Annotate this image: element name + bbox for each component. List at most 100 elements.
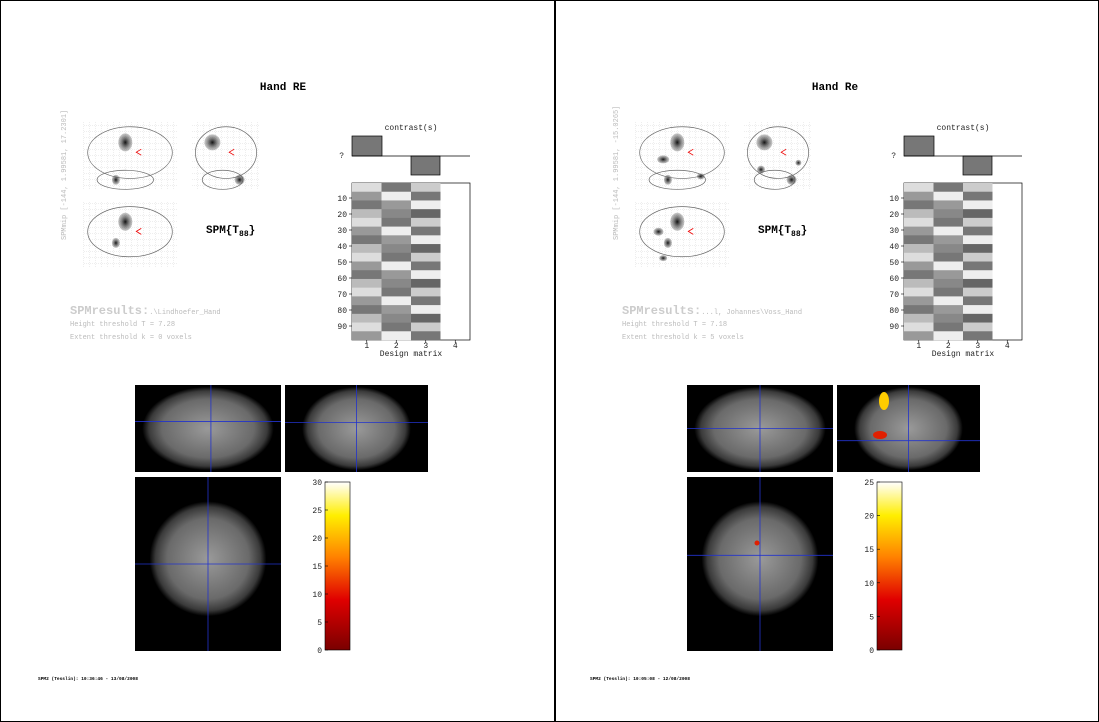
mri-slice bbox=[687, 477, 833, 651]
stat-label: SPM{T88} bbox=[758, 225, 807, 239]
matrix-cell bbox=[963, 209, 993, 219]
matrix-cell bbox=[963, 322, 993, 332]
activation-blob bbox=[696, 173, 705, 180]
cursor bbox=[780, 148, 787, 156]
matrix-cell bbox=[411, 296, 441, 306]
activation-blob bbox=[663, 174, 672, 185]
matrix-cell bbox=[963, 244, 993, 254]
matrix-cell bbox=[381, 235, 411, 245]
matrix-cell bbox=[904, 287, 934, 297]
matrix-cell bbox=[904, 322, 934, 332]
glass-brain bbox=[635, 122, 729, 190]
footer: SPM2 (Tesslin): 10:05:08 - 12/08/2008 bbox=[590, 676, 690, 682]
matrix-cell bbox=[411, 305, 441, 315]
matrix-cell bbox=[904, 235, 934, 245]
brain-outline bbox=[639, 126, 725, 179]
results-label: SPMresults: bbox=[622, 304, 701, 318]
matrix-cell bbox=[933, 305, 963, 315]
x-tick-label: 3 bbox=[975, 342, 980, 351]
grid bbox=[83, 202, 177, 268]
matrix-cell bbox=[381, 296, 411, 306]
x-tick-label: 1 bbox=[364, 342, 369, 351]
matrix-cell bbox=[381, 287, 411, 297]
y-tick-label: 60 bbox=[889, 275, 899, 284]
matrix-cell bbox=[933, 244, 963, 254]
matrix-cell bbox=[381, 200, 411, 210]
matrix-cell bbox=[963, 217, 993, 227]
matrix-cell bbox=[963, 313, 993, 323]
mri-slice bbox=[285, 385, 428, 472]
brain-outline bbox=[87, 206, 173, 258]
matrix-cell bbox=[381, 183, 411, 193]
y-tick-label: 80 bbox=[337, 307, 347, 316]
y-tick-label: 10 bbox=[889, 195, 899, 204]
matrix-cell bbox=[352, 191, 382, 201]
matrix-cell bbox=[904, 313, 934, 323]
activation bbox=[754, 540, 760, 546]
matrix-cell bbox=[352, 209, 382, 219]
stat-prefix: SPM{T bbox=[206, 225, 239, 237]
mri-slice bbox=[837, 385, 980, 472]
page-title: Hand Re bbox=[812, 82, 859, 94]
y-tick-label: 10 bbox=[337, 195, 347, 204]
results-title: SPMresults:.\Lindhoefer_Hand bbox=[70, 304, 221, 318]
activation bbox=[879, 392, 889, 410]
grid bbox=[635, 202, 729, 268]
matrix-cell bbox=[381, 191, 411, 201]
matrix-cell bbox=[933, 287, 963, 297]
x-tick-label: 1 bbox=[916, 342, 921, 351]
x-tick-label: 3 bbox=[423, 342, 428, 351]
matrix-cell bbox=[411, 278, 441, 288]
matrix-cell bbox=[352, 331, 382, 341]
matrix-cell bbox=[352, 217, 382, 227]
extent-threshold: Extent threshold k = 0 voxels bbox=[70, 334, 192, 342]
matrix-cell bbox=[352, 322, 382, 332]
y-tick-label: 30 bbox=[337, 227, 347, 236]
contrast-y-label: ? bbox=[891, 152, 896, 161]
matrix-cell bbox=[381, 244, 411, 254]
x-tick-label: 2 bbox=[946, 342, 951, 351]
colorbar-tick-label: 10 bbox=[312, 591, 322, 600]
matrix-cell bbox=[381, 217, 411, 227]
matrix-cell bbox=[352, 313, 382, 323]
y-tick-label: 90 bbox=[337, 323, 347, 332]
matrix-cell bbox=[933, 226, 963, 236]
mri-slice bbox=[135, 385, 281, 472]
cursor bbox=[135, 148, 142, 156]
matrix-cell bbox=[933, 296, 963, 306]
matrix-cell bbox=[381, 331, 411, 341]
colorbar-tick-label: 15 bbox=[312, 563, 322, 572]
matrix-cell bbox=[904, 278, 934, 288]
cursor bbox=[228, 148, 235, 156]
matrix-cell bbox=[352, 287, 382, 297]
glass-brain bbox=[83, 122, 177, 190]
matrix-cell bbox=[381, 209, 411, 219]
matrix-cell bbox=[933, 322, 963, 332]
matrix-cell bbox=[933, 270, 963, 280]
matrix-cell bbox=[411, 261, 441, 271]
matrix-cell bbox=[933, 191, 963, 201]
results-title: SPMresults:...l, Johannes\Voss_Hand bbox=[622, 304, 802, 318]
matrix-cell bbox=[963, 296, 993, 306]
y-tick-label: 50 bbox=[337, 259, 347, 268]
colorbar-tick-label: 10 bbox=[864, 580, 874, 589]
matrix-cell bbox=[963, 235, 993, 245]
matrix-cell bbox=[933, 209, 963, 219]
colorbar-tick-label: 15 bbox=[864, 546, 874, 555]
colorbar-tick-label: 20 bbox=[312, 535, 322, 544]
activation-blob bbox=[756, 134, 773, 151]
matrix-cell bbox=[381, 261, 411, 271]
height-threshold: Height threshold T = 7.28 bbox=[70, 321, 175, 329]
matrix-cell bbox=[411, 235, 441, 245]
results-label: SPMresults: bbox=[70, 304, 149, 318]
page-title: Hand RE bbox=[260, 82, 307, 94]
y-tick-label: 70 bbox=[337, 291, 347, 300]
matrix-cell bbox=[352, 305, 382, 315]
mri-slice bbox=[687, 385, 833, 472]
y-tick-label: 50 bbox=[889, 259, 899, 268]
results-path: ...l, Johannes\Voss_Hand bbox=[701, 309, 802, 317]
contrast-title: contrast(s) bbox=[385, 124, 438, 133]
matrix-cell bbox=[381, 226, 411, 236]
y-tick-label: 70 bbox=[889, 291, 899, 300]
